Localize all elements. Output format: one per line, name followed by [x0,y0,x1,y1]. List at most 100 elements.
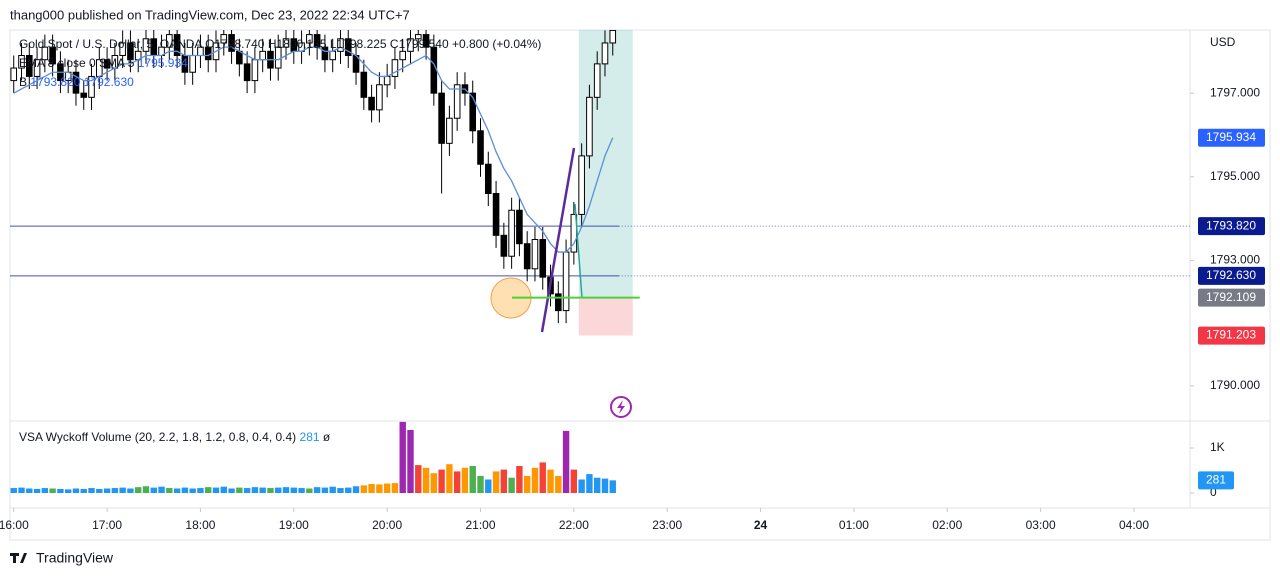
volume-bar [345,487,352,493]
position-stop-zone [578,297,633,336]
volume-bar [166,488,173,493]
volume-bar [531,467,539,493]
candle-body [430,46,438,94]
volume-bar [485,479,492,493]
candle-body [243,63,251,82]
price-label: 1792.109 [1206,290,1256,304]
logo-mark [10,553,27,563]
x-tick-label: 24 [754,518,768,532]
candle-body [523,243,531,270]
ohlc-values: O1798.740 H1800.135 L1798.225 C1799.540 [205,37,449,51]
candle-body [422,34,430,48]
volume-bar [197,488,204,493]
volume-bar [492,471,500,493]
ema-line [13,46,614,253]
price-label-box [1198,266,1265,285]
price-label-box [1198,217,1265,236]
candle-body [586,96,593,157]
volume-bar [430,473,438,493]
volume-bar [360,485,368,493]
volume-tick-label: 1K [1210,440,1225,454]
volume-bar [18,487,25,493]
volume-bar [57,488,64,493]
volume-title: VSA Wyckoff Volume (20, 2.2, 1.8, 1.2, 0… [19,430,296,444]
volume-bar [173,488,181,493]
volume-bar [103,488,111,493]
volume-bar [555,475,562,493]
candle-body [469,92,477,132]
candle-body [142,38,150,52]
candle-body [329,50,336,61]
volume-bar [243,488,251,493]
volume-bar [150,487,157,493]
candle-body [18,55,25,69]
legend-levels: B 1793.820 1792.630 [19,75,134,89]
price-label: 1792.630 [1206,268,1256,282]
levels-name: B [19,75,27,89]
volume-bar [111,488,119,493]
price-label: 1791.203 [1206,328,1256,342]
volume-bar [547,469,554,493]
volume-bar [399,421,406,493]
volume-last: 281 [300,430,320,444]
candle-body [344,38,352,57]
volume-bar [127,488,134,493]
volume-bar [368,484,375,493]
volume-bar [212,487,220,493]
candle-body [49,46,56,65]
symbol-name: Gold Spot / U.S. Dollar, 5, OANDA [19,37,202,51]
volume-tick-label: 0 [1210,485,1217,499]
x-tick-label: 23:00 [652,518,682,532]
volume-bar [586,474,593,493]
trend-line [540,147,576,333]
volume-bar [119,487,126,493]
volume-bar [523,475,531,493]
candle-body [360,71,368,98]
candle-body [562,251,570,312]
published-line: thang000 published on TradingView.com, D… [10,7,410,22]
legend: Gold Spot / U.S. Dollar, 5, OANDA O1798.… [19,37,541,444]
candle-body [516,209,523,245]
x-tick-label: 02:00 [932,518,962,532]
candle-body [80,92,88,98]
candle-body [531,239,539,270]
volume-bar [329,486,336,493]
candle-body [220,34,228,44]
x-tick-label: 03:00 [1026,518,1056,532]
volume-bar [158,486,165,493]
candle-body [119,42,126,57]
volume-bar [205,487,212,493]
candle-body [539,239,547,278]
volume-bar [562,430,570,493]
y-tick-label: 1790.000 [1210,378,1260,392]
candle-body [236,50,243,65]
candle-body [259,50,266,61]
price-label-box [1198,288,1265,307]
candle-body [376,84,383,111]
candle-body [477,130,484,165]
candle-body [306,34,313,44]
ema-last: 1795.934 [138,56,188,70]
candle-body [25,55,33,77]
candle-body [72,71,80,94]
volume-bar [251,487,259,493]
volume-bar [508,477,515,493]
volume-bar [72,488,80,493]
candle-body [10,67,18,82]
volume-label-box [1198,471,1234,490]
candle-body [189,55,196,73]
candle-body [228,34,235,52]
candle-body [251,59,259,82]
candle-body [103,59,111,69]
x-tick-label: 22:00 [559,518,589,532]
level-1: 1793.820 [30,75,80,89]
candle-body [578,155,585,215]
y-tick-label: 1795.000 [1210,169,1260,183]
price-label: 1793.820 [1206,218,1256,232]
volume-bar [453,471,461,493]
x-tick-label: 20:00 [372,518,402,532]
candle-body [173,34,181,57]
x-tick-label: 17:00 [92,518,122,532]
volume-bar [10,488,17,493]
price-label: 1795.934 [1206,130,1256,144]
